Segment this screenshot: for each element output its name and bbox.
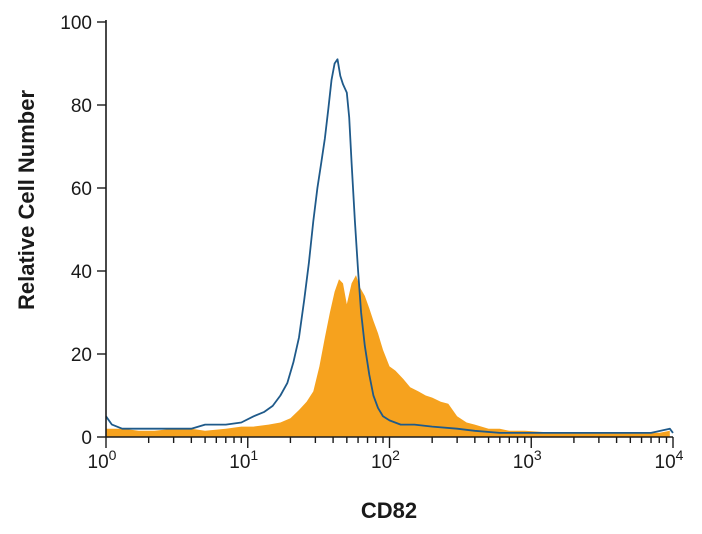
plot-series (105, 58, 674, 437)
y-tick-label: 60 (71, 179, 92, 200)
x-tick-exponent: 3 (534, 447, 542, 463)
x-axis-title: CD82 (361, 498, 417, 523)
y-tick-label: 0 (81, 428, 92, 449)
x-tick-exponent: 1 (250, 447, 258, 463)
x-tick-label: 103 (513, 447, 542, 473)
y-axis-title: Relative Cell Number (14, 90, 39, 311)
x-tick-label: 102 (371, 447, 400, 473)
x-tick-exponent: 0 (109, 447, 117, 463)
axis-labels: CD82 Relative Cell Number (14, 90, 417, 523)
x-tick-label: 100 (88, 447, 117, 473)
series-filled-histogram (106, 275, 670, 437)
x-tick-exponent: 4 (676, 447, 684, 463)
series-outline-histogram (105, 58, 674, 434)
x-tick-exponent: 2 (392, 447, 400, 463)
y-tick-label: 100 (60, 13, 92, 34)
y-tick-label: 40 (71, 262, 92, 283)
y-tick-label: 20 (71, 345, 92, 366)
y-tick-label: 80 (71, 96, 92, 117)
x-tick-label: 104 (655, 447, 684, 473)
x-tick-label: 101 (229, 447, 258, 473)
